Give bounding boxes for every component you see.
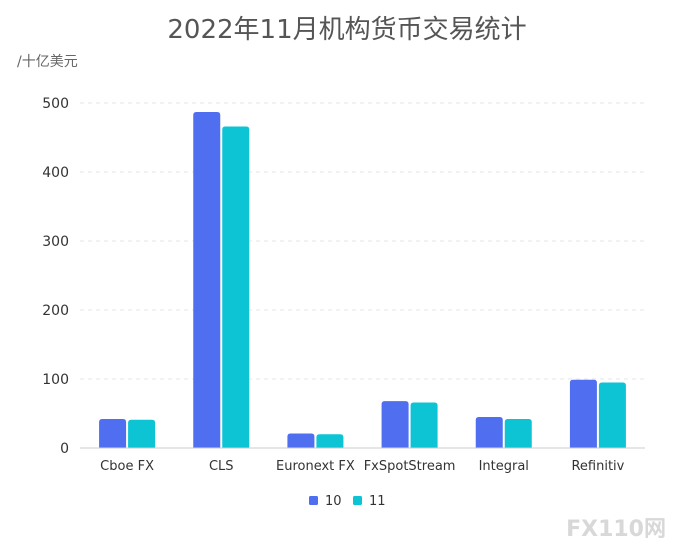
y-tick-label: 300 xyxy=(42,234,69,250)
bar-refinitiv-series-10 xyxy=(569,379,597,448)
x-category-label: Refinitiv xyxy=(571,459,624,474)
bar-cls-series-11 xyxy=(222,126,250,449)
legend-swatch xyxy=(353,496,362,505)
legend-label: 10 xyxy=(325,494,342,509)
bar-cls-series-10 xyxy=(193,111,221,448)
bar-integral-series-11 xyxy=(504,419,532,448)
legend-label: 11 xyxy=(369,494,386,509)
y-tick-label: 100 xyxy=(42,372,69,388)
x-category-label: Integral xyxy=(479,459,529,474)
y-tick-label: 200 xyxy=(42,303,69,319)
bar-euronext-fx-series-11 xyxy=(316,434,344,448)
y-tick-label: 400 xyxy=(42,165,69,181)
x-category-label: Cboe FX xyxy=(100,459,154,474)
bar-cboe-fx-series-10 xyxy=(99,419,127,448)
bar-fxspotstream-series-11 xyxy=(410,402,438,448)
bar-fxspotstream-series-10 xyxy=(381,401,409,448)
x-category-label: FxSpotStream xyxy=(364,459,456,474)
x-category-label: CLS xyxy=(209,459,234,474)
watermark-logo: FX110网 xyxy=(566,517,666,542)
chart-title: 2022年11月机构货币交易统计 xyxy=(167,15,526,45)
bar-refinitiv-series-11 xyxy=(598,382,626,448)
bar-euronext-fx-series-10 xyxy=(287,433,315,448)
y-axis-ticks: 0 100 200 300 400 500 xyxy=(42,96,69,457)
bar-integral-series-10 xyxy=(475,416,503,448)
legend: 10 11 xyxy=(309,494,386,509)
y-tick-label: 500 xyxy=(42,96,69,112)
bar-cboe-fx-series-11 xyxy=(128,419,156,448)
y-tick-label: 0 xyxy=(60,441,69,457)
x-category-label: Euronext FX xyxy=(276,459,355,474)
y-axis-unit-label: /十亿美元 xyxy=(17,54,78,70)
legend-swatch xyxy=(309,496,318,505)
x-axis-category-labels: Cboe FX CLS Euronext FX FxSpotStream Integra… xyxy=(100,459,624,474)
bars xyxy=(99,111,626,449)
gridlines xyxy=(80,102,645,380)
